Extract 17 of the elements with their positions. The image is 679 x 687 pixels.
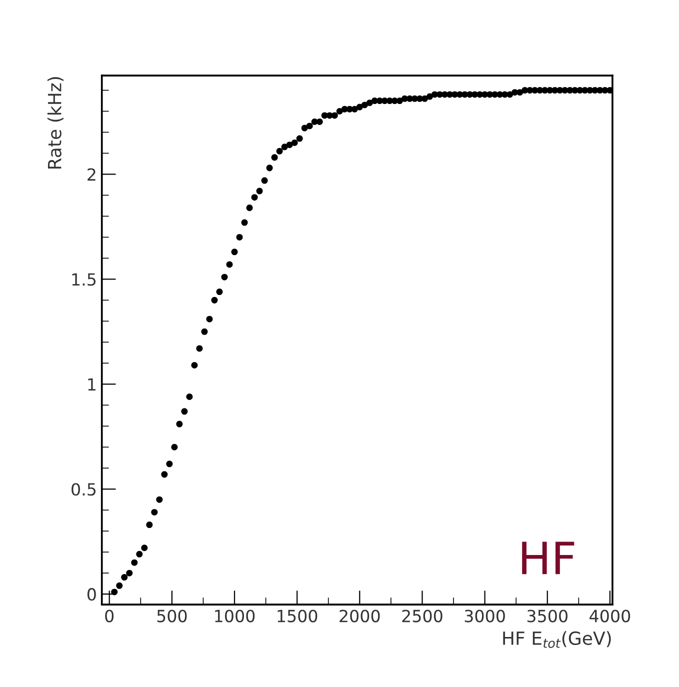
x-tick-label: 1500	[278, 610, 318, 622]
x-tick-label: 3000	[464, 610, 505, 622]
y-tick-label: 1	[88, 378, 96, 390]
x-tick-label: 500	[157, 610, 187, 622]
y-tick-label: 0	[87, 588, 96, 601]
y-axis-title: Rate (kHz)	[47, 77, 64, 169]
y-tick-label: 0.5	[72, 483, 96, 496]
x-tick-label: 4000	[590, 610, 630, 622]
x-tick-label: 2500	[402, 610, 442, 622]
x-axis-title: HF E$_{tot}$(GeV)	[503, 631, 611, 648]
x-tick-label: 3500	[527, 610, 568, 622]
y-tick-label: 1.5	[72, 273, 96, 286]
x-tick-label: 2000	[340, 610, 380, 622]
x-tick-label: 1000	[215, 610, 255, 622]
x-tick-label: 0	[105, 610, 114, 622]
annotation: HF	[522, 542, 574, 574]
y-tick-label: 2	[88, 168, 96, 181]
